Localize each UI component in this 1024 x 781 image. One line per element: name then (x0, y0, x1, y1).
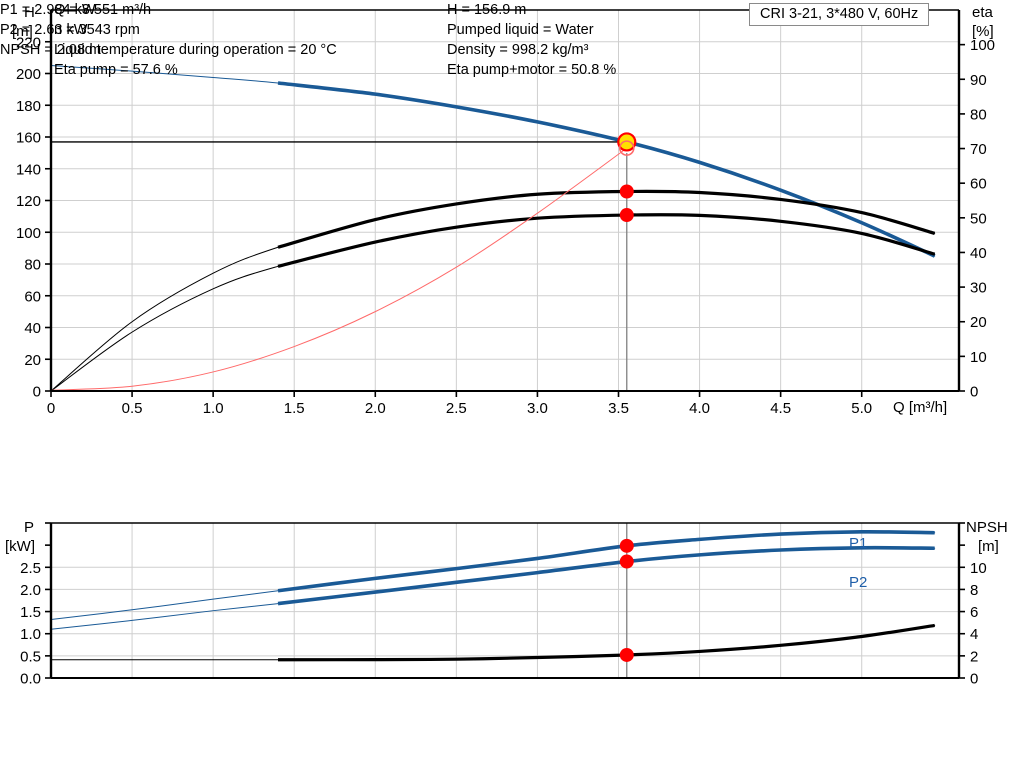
y-tick-label: 220 (16, 34, 41, 51)
y-tick-label: 160 (16, 130, 41, 147)
y2-tick-label: 40 (970, 245, 987, 262)
y-tick-label: 0.0 (20, 671, 41, 688)
y-tick-label: 100 (16, 225, 41, 242)
y2-tick-label: 0 (970, 671, 978, 688)
top-chart-gridlines (51, 10, 959, 392)
y-tick-label: 60 (24, 288, 41, 305)
y2-tick-label: 4 (970, 626, 978, 643)
info-h: H = 156.9 m (447, 2, 527, 18)
top-chart-tick-labels: 0 20 40 60 80 100 120 140 160 180 200 220 0 10 20 30 40 5… (16, 34, 995, 415)
x-tick-label: 2.5 (446, 400, 467, 415)
info-speed: n = 3543 rpm (54, 22, 140, 38)
bottom-chart-gridlines (51, 523, 959, 679)
y2-tick-label: 30 (970, 280, 987, 297)
y-tick-label: 1.0 (20, 626, 41, 643)
pump-model-title: CRI 3-21, 3*480 V, 60Hz (749, 3, 930, 26)
y2-tick-label: 70 (970, 141, 987, 158)
bottom-chart-curves (50, 530, 936, 662)
x-tick-label: 0.5 (122, 400, 143, 415)
head-efficiency-chart: 0 20 40 60 80 100 120 140 160 180 200 220 0 10 20 30 40 5… (16, 9, 995, 415)
duty-point-marker (617, 132, 637, 152)
curve-point-marker (619, 647, 634, 662)
x-tick-label: 4.5 (770, 400, 791, 415)
bottom-chart-tick-labels: 0.0 0.5 1.0 1.5 2.0 2.5 0 2 4 6 8 10 (20, 560, 987, 688)
y-tick-label: 120 (16, 193, 41, 210)
x-tick-label: 4.0 (689, 400, 710, 415)
y2-tick-label: 8 (970, 582, 978, 599)
y2-tick-label: 50 (970, 210, 987, 227)
info-density: Density = 998.2 kg/m³ (447, 42, 589, 58)
info-p2: P2 = 2.63 kW (0, 22, 88, 38)
x-tick-label: 0 (47, 400, 55, 415)
info-q: Q = 3.551 m³/h (54, 2, 152, 18)
y2-tick-label: 6 (970, 604, 978, 621)
bottom-chart-axes (45, 522, 965, 679)
system-curve-marker (618, 140, 635, 156)
x-tick-label: 1.5 (284, 400, 305, 415)
curve-point-marker (619, 184, 634, 199)
info-p1: P1 = 2.984 kW (0, 2, 96, 18)
x-tick-label: 3.5 (608, 400, 629, 415)
info-npsh: NPSH = 2.08 m (0, 42, 102, 58)
y2-tick-label: 10 (970, 560, 987, 577)
y-tick-label: 1.5 (20, 604, 41, 621)
y-tick-label: 80 (24, 257, 41, 274)
y-tick-label: 2.0 (20, 582, 41, 599)
x-tick-label: 5.0 (851, 400, 872, 415)
x-tick-label: 2.0 (365, 400, 386, 415)
top-chart-axes (45, 9, 965, 397)
y2-tick-label: 100 (970, 37, 995, 54)
y2-tick-label: 2 (970, 648, 978, 665)
x-tick-label: 3.0 (527, 400, 548, 415)
info-eta-pump: Eta pump = 57.6 % (54, 62, 178, 78)
power-npsh-chart: 0.0 0.5 1.0 1.5 2.0 2.5 0 2 4 6 8 10 (20, 522, 987, 688)
y-tick-label: 140 (16, 161, 41, 178)
y-tick-label: 2.5 (20, 560, 41, 577)
top-chart-curves (50, 65, 936, 392)
info-temp: Liquid temperature during operation = 20… (54, 42, 337, 58)
curve-point-marker (619, 538, 634, 553)
y-tick-label: 200 (16, 66, 41, 83)
curve-point-marker (619, 554, 634, 569)
curve-point-marker (619, 208, 634, 223)
y2-tick-label: 0 (970, 384, 978, 401)
y-tick-label: 180 (16, 98, 41, 115)
info-eta-pm: Eta pump+motor = 50.8 % (447, 62, 617, 78)
y2-tick-label: 20 (970, 314, 987, 331)
y-tick-label: 20 (24, 352, 41, 369)
y2-tick-label: 60 (970, 176, 987, 193)
y-tick-label: 0.5 (20, 648, 41, 665)
y2-tick-label: 80 (970, 106, 987, 123)
x-tick-label: 1.0 (203, 400, 224, 415)
y2-tick-label: 10 (970, 349, 987, 366)
info-liquid: Pumped liquid = Water (447, 22, 594, 38)
y-tick-label: 0 (33, 384, 41, 401)
y-tick-label: 40 (24, 320, 41, 337)
y2-tick-label: 90 (970, 72, 987, 89)
